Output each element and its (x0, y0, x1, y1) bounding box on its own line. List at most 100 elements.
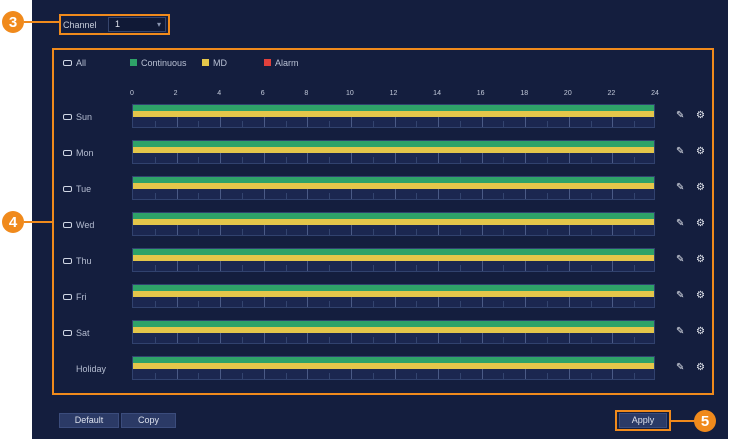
hour-tick (176, 117, 178, 127)
pencil-icon[interactable]: ✎ (676, 290, 685, 301)
hour-tick (416, 301, 418, 307)
hour-tick (307, 117, 309, 127)
hour-tick (198, 337, 200, 343)
hour-tick (568, 333, 570, 343)
md-segment (133, 363, 654, 369)
hour-tick (154, 193, 156, 199)
gear-icon[interactable]: ⚙ (696, 326, 705, 337)
hour-tick (438, 261, 440, 271)
legend-md: MD (213, 58, 227, 68)
md-segment (133, 183, 654, 189)
apply-button[interactable]: Apply (619, 413, 667, 428)
hour-tick (568, 153, 570, 163)
hour-tick (198, 157, 200, 163)
all-checkbox[interactable] (63, 60, 72, 66)
schedule-track[interactable] (132, 104, 655, 128)
hour-tick (241, 229, 243, 235)
schedule-track[interactable] (132, 284, 655, 308)
day-checkbox[interactable] (63, 330, 72, 336)
hour-tick (220, 369, 222, 379)
hour-tick (372, 121, 374, 127)
hour-tick (329, 229, 331, 235)
hour-tick (285, 373, 287, 379)
hour-tick (416, 373, 418, 379)
day-checkbox[interactable] (63, 294, 72, 300)
channel-value: 1 (115, 19, 121, 29)
hour-tick (241, 373, 243, 379)
gear-icon[interactable]: ⚙ (696, 218, 705, 229)
schedule-track[interactable] (132, 212, 655, 236)
md-segment (133, 327, 654, 333)
hour-tick (481, 225, 483, 235)
hour-tick (525, 153, 527, 163)
hour-tick (481, 153, 483, 163)
gear-icon[interactable]: ⚙ (696, 110, 705, 121)
copy-button[interactable]: Copy (121, 413, 176, 428)
gear-icon[interactable]: ⚙ (696, 182, 705, 193)
hour-tick (547, 157, 549, 163)
hour-label: 20 (563, 90, 572, 97)
continuous-segment (133, 213, 654, 219)
hour-tick (329, 193, 331, 199)
hour-tick (350, 369, 352, 379)
gear-icon[interactable]: ⚙ (696, 254, 705, 265)
day-checkbox[interactable] (63, 150, 72, 156)
hour-tick (154, 373, 156, 379)
hour-tick (220, 117, 222, 127)
continuous-segment (133, 177, 654, 183)
day-checkbox[interactable] (63, 114, 72, 120)
day-checkbox[interactable] (63, 258, 72, 264)
hour-tick (525, 297, 527, 307)
day-label: Thu (76, 256, 92, 266)
hour-tick (307, 297, 309, 307)
hour-tick (220, 333, 222, 343)
hour-tick (220, 297, 222, 307)
callout-4: 4 (2, 211, 24, 233)
pencil-icon[interactable]: ✎ (676, 362, 685, 373)
pencil-icon[interactable]: ✎ (676, 254, 685, 265)
hour-tick (634, 229, 636, 235)
hour-tick (241, 193, 243, 199)
schedule-track[interactable] (132, 140, 655, 164)
schedule-track[interactable] (132, 356, 655, 380)
hour-tick (590, 301, 592, 307)
hour-tick (350, 261, 352, 271)
channel-select[interactable]: 1 ▾ (108, 17, 166, 32)
hour-label: 0 (130, 90, 134, 97)
hour-tick (263, 153, 265, 163)
hour-tick (416, 229, 418, 235)
hour-tick (307, 261, 309, 271)
pencil-icon[interactable]: ✎ (676, 326, 685, 337)
hour-label: 14 (433, 90, 441, 97)
hour-tick (503, 229, 505, 235)
day-checkbox[interactable] (63, 222, 72, 228)
continuous-swatch (130, 59, 137, 66)
hour-tick (329, 121, 331, 127)
hour-tick (154, 121, 156, 127)
day-label: Sun (76, 112, 93, 122)
hour-tick (176, 369, 178, 379)
gear-icon[interactable]: ⚙ (696, 146, 705, 157)
hour-tick (329, 337, 331, 343)
hour-tick (503, 301, 505, 307)
callout-5-line (671, 420, 695, 422)
legend-alarm: Alarm (275, 58, 299, 68)
schedule-track[interactable] (132, 248, 655, 272)
day-checkbox[interactable] (63, 186, 72, 192)
hour-label: 22 (607, 90, 616, 97)
gear-icon[interactable]: ⚙ (696, 362, 705, 373)
pencil-icon[interactable]: ✎ (676, 182, 685, 193)
hour-tick (547, 373, 549, 379)
pencil-icon[interactable]: ✎ (676, 146, 685, 157)
schedule-track[interactable] (132, 320, 655, 344)
schedule-track[interactable] (132, 176, 655, 200)
gear-icon[interactable]: ⚙ (696, 290, 705, 301)
hour-tick (438, 117, 440, 127)
hour-tick (503, 121, 505, 127)
hour-tick (438, 369, 440, 379)
apply-highlight-box (615, 410, 671, 431)
default-button[interactable]: Default (59, 413, 119, 428)
hour-tick (634, 301, 636, 307)
pencil-icon[interactable]: ✎ (676, 110, 685, 121)
pencil-icon[interactable]: ✎ (676, 218, 685, 229)
